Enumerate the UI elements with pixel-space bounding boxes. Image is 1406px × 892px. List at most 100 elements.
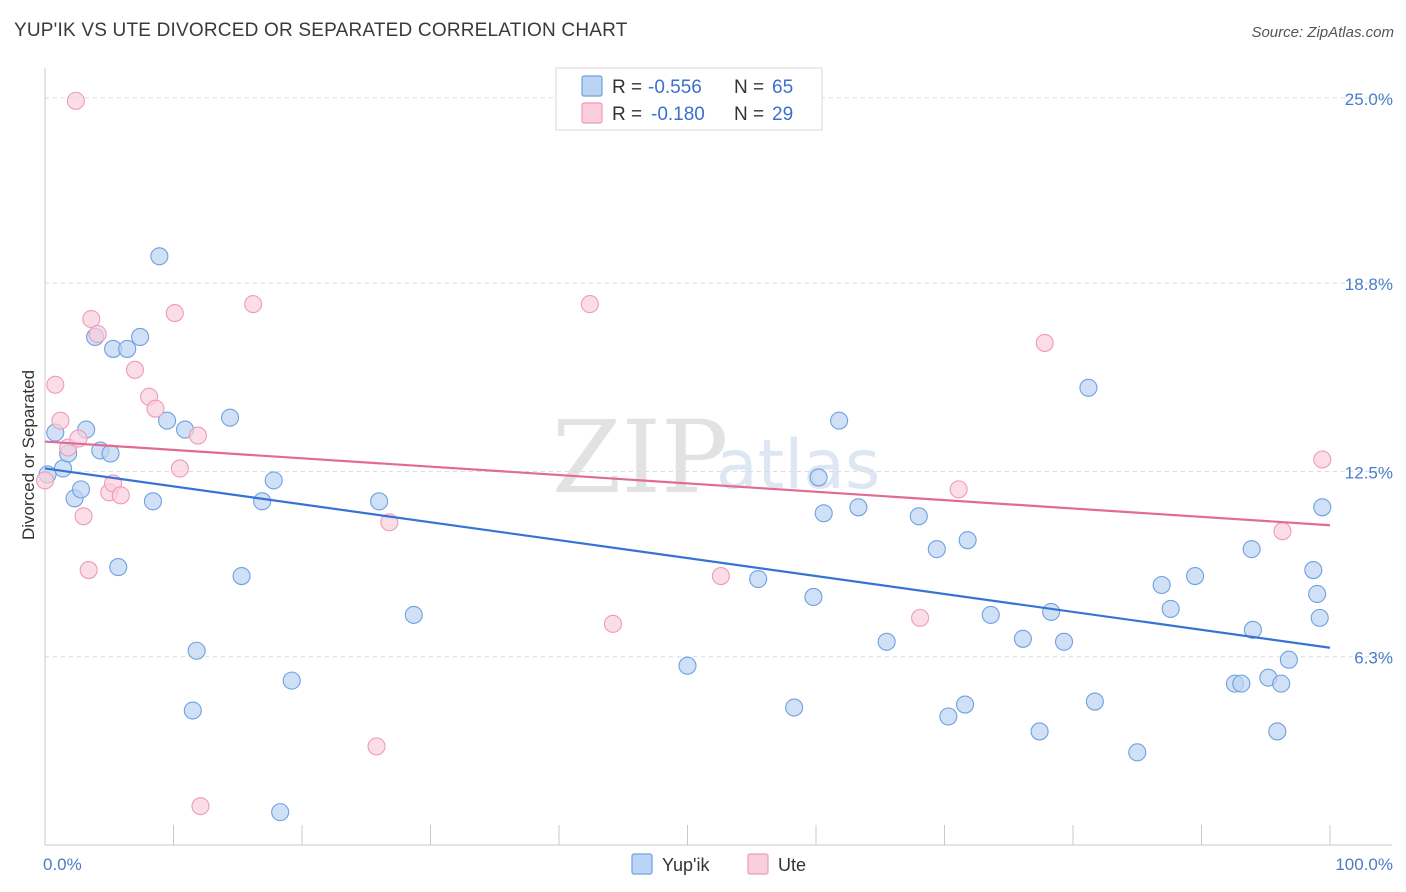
yupik-point [1308,584,1327,604]
yupik-point [1085,692,1104,711]
watermark-zip: ZIP [552,399,728,516]
yupik-point [143,492,162,511]
yupik-point [1128,743,1147,762]
yupik-point [253,492,272,511]
series-label-yupik: Yup'ik [662,855,710,875]
ute-point [1035,333,1054,352]
y-tick-label: 18.8% [1345,275,1393,294]
legend-n-label-2: N = [734,104,764,125]
yupik-point [1268,722,1287,741]
legend-swatch-yupik [581,75,603,97]
y-axis-label: Divorced or Separated [19,370,38,540]
legend-swatch-ute [581,102,603,124]
yupik-trend-line [44,467,1331,649]
yupik-point [956,695,975,714]
yupik-point [1310,608,1329,627]
yupik-point [1272,674,1291,693]
yupik-point [183,701,202,720]
ute-point [1313,450,1332,469]
ute-point [146,399,165,418]
source-credit: Source: ZipAtlas.com [1251,24,1394,41]
legend-n-value-2: 29 [772,104,793,125]
series-swatch-ute [747,853,769,875]
legend-r-value-1: -0.556 [648,77,702,98]
ute-point [191,797,210,816]
yupik-point [158,411,177,430]
yupik-point [1279,650,1298,669]
yupik-point [1232,674,1251,693]
yupik-point [981,605,1000,624]
ute-point [125,360,144,379]
yupik-point [232,566,251,586]
yupik-point [109,558,128,577]
yupik-point [1054,632,1074,651]
yupik-point [804,587,823,607]
ute-point [603,614,623,633]
ute-point [1273,522,1292,541]
yupik-point [785,698,804,717]
yupik-point [131,327,150,347]
yupik-point [1243,620,1262,639]
legend-n-value-1: 65 [772,77,793,98]
yupik-point [101,444,120,463]
yupik-point [271,803,290,822]
x-tick-label: 100.0% [1335,855,1393,874]
yupik-point [1013,629,1032,648]
axes: 6.3% 12.5% 18.8% 25.0% 0.0% 100.0% [43,68,1393,874]
ute-point [79,561,98,580]
yupik-point [220,408,240,427]
yupik-point [830,411,849,430]
ute-point [949,480,968,499]
yupik-point [1242,540,1261,559]
grid-lines [45,97,1392,658]
yupik-point [187,641,206,660]
yupik-point [118,339,137,358]
yupik-point [150,247,169,266]
ute-point [580,295,599,314]
ute-point [367,737,386,756]
ute-point [66,91,85,110]
ute-point [711,566,730,586]
yupik-point [1079,378,1098,397]
yupik-point [1304,561,1323,580]
legend-n-label-1: N = [734,77,764,98]
trend-lines [44,440,1331,649]
yupik-point [282,671,301,690]
yupik-point [1030,722,1049,741]
watermark-atlas: atlas [716,426,880,505]
legend-r-label-1: R = [612,77,642,98]
yupik-point [1313,498,1332,517]
yupik-point [849,498,868,517]
ute-point [244,295,263,314]
series-legend: Yup'ik Ute [631,853,806,875]
y-tick-label: 25.0% [1345,90,1393,109]
yupik-point [814,504,833,523]
yupik-point [927,540,946,559]
x-tick-label: 0.0% [43,855,82,874]
yupik-point [958,531,977,550]
data-points [35,91,1332,822]
yupik-point [370,492,389,511]
ute-point [188,426,207,445]
ute-trend-line [44,440,1331,527]
yupik-point [1042,602,1061,621]
ute-point [88,324,107,344]
legend-r-label-2: R = [612,104,642,125]
series-label-ute: Ute [778,855,806,875]
yupik-point [264,471,283,490]
y-tick-label: 12.5% [1345,463,1393,482]
ute-point [911,608,930,627]
chart-title: YUP'IK VS UTE DIVORCED OR SEPARATED CORR… [14,20,628,41]
ute-point [74,507,93,526]
y-tick-label: 6.3% [1354,649,1393,668]
yupik-point [939,707,958,726]
yupik-point [404,605,423,624]
yupik-point [678,656,697,675]
ute-point [35,471,55,490]
yupik-point [1186,566,1205,586]
yupik-point [71,480,91,499]
ute-point [170,459,189,478]
legend-r-value-2: -0.180 [651,104,705,125]
ute-point [165,304,184,323]
